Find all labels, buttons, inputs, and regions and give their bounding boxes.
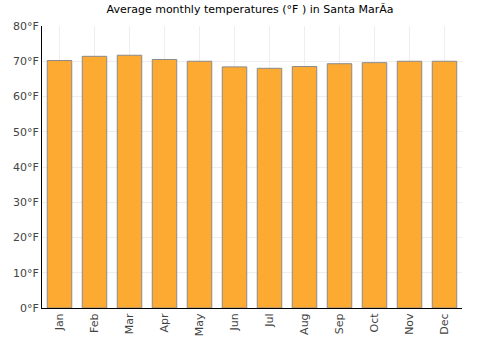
svg-text:30°F: 30°F [13, 196, 39, 209]
svg-text:Sep: Sep [333, 313, 346, 334]
svg-text:20°F: 20°F [13, 231, 39, 244]
svg-text:Jun: Jun [228, 313, 241, 331]
svg-text:Feb: Feb [88, 313, 101, 332]
svg-text:Oct: Oct [368, 313, 381, 333]
svg-text:10°F: 10°F [13, 267, 39, 280]
svg-text:May: May [193, 313, 206, 336]
svg-text:Average monthly temperatures (: Average monthly temperatures (°F ) in Sa… [107, 3, 394, 16]
svg-text:Apr: Apr [158, 313, 171, 333]
svg-text:Aug: Aug [298, 313, 311, 334]
svg-text:70°F: 70°F [13, 55, 39, 68]
svg-text:Dec: Dec [438, 313, 451, 334]
svg-text:60°F: 60°F [13, 90, 39, 103]
svg-text:50°F: 50°F [13, 126, 39, 139]
svg-text:Jul: Jul [263, 313, 276, 327]
svg-text:Jan: Jan [53, 313, 66, 331]
svg-text:Mar: Mar [123, 313, 136, 334]
svg-text:80°F: 80°F [13, 20, 39, 33]
svg-text:40°F: 40°F [13, 161, 39, 174]
svg-text:Nov: Nov [403, 313, 416, 335]
svg-text:0°F: 0°F [20, 302, 39, 315]
